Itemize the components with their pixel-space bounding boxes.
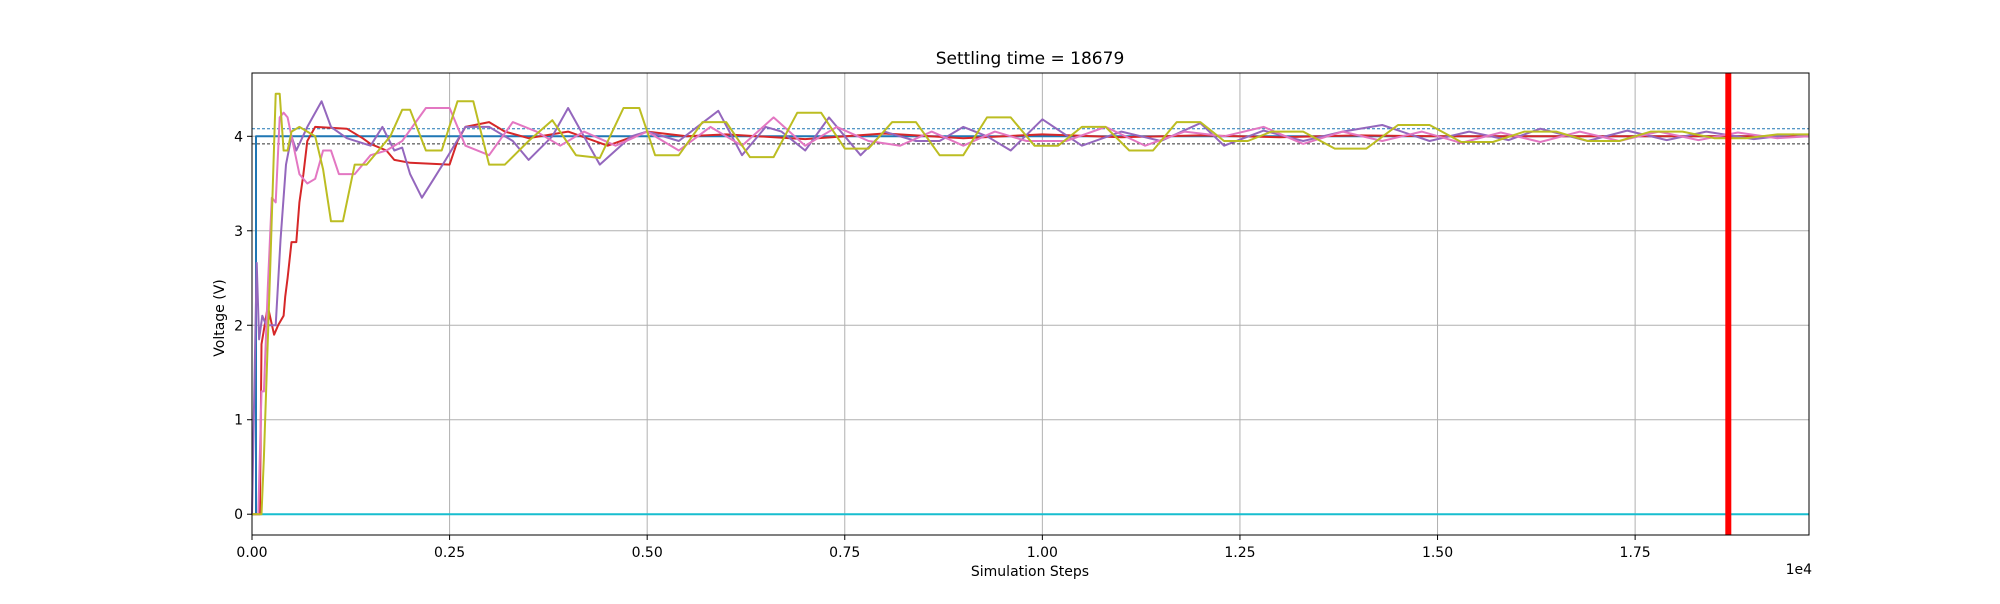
series-line-3 [252, 121, 1809, 516]
x-tick-label: 1.50 [1422, 545, 1453, 561]
series-line-4 [251, 100, 1810, 515]
y-tick-label: 4 [234, 129, 243, 145]
ticks-layer: 0.00 0.25 0.50 0.75 1.00 1.25 1.50 1.75 0 1 2 3 4 [234, 129, 1651, 561]
y-tick-label: 3 [234, 224, 243, 240]
x-axis-offset-text: 1e4 [1786, 562, 1813, 578]
plot-frame [251, 72, 1810, 536]
x-tick-label: 0.50 [632, 545, 663, 561]
x-tick-label: 1.25 [1224, 545, 1255, 561]
series-line-5 [252, 107, 1810, 516]
x-tick-label: 0.75 [829, 545, 860, 561]
x-tick-label: 1.00 [1027, 545, 1058, 561]
series-line-6 [252, 92, 1809, 516]
y-axis-label: Voltage (V) [212, 279, 228, 356]
x-axis-label: Simulation Steps [971, 564, 1089, 580]
x-tick-label: 1.75 [1620, 545, 1651, 561]
x-tick-label: 0.00 [236, 545, 267, 561]
series-layer [251, 92, 1810, 516]
y-tick-label: 1 [234, 413, 243, 429]
chart-title: Settling time = 18679 [936, 49, 1125, 69]
reference-lines-layer [252, 128, 1809, 145]
y-tick-label: 2 [234, 318, 243, 334]
y-tick-label: 0 [234, 507, 243, 523]
x-tick-label: 0.25 [434, 545, 465, 561]
